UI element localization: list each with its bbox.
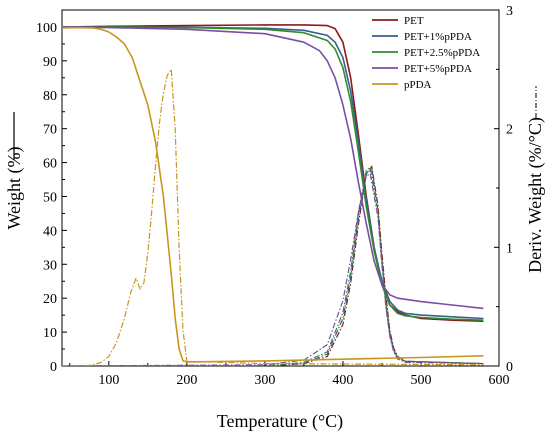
y-left-tick-label: 70 [43, 123, 57, 138]
x-axis-title: Temperature (°C) [217, 411, 343, 432]
x-tick-label: 300 [254, 373, 275, 388]
y-right-tick-label: 1 [506, 241, 513, 256]
legend-label-0: PET [404, 15, 424, 27]
legend: PET PET+1%pPDA PET+2.5%pPDA PET+5%pPDA pPDA [372, 15, 480, 91]
y-left-tick-label: 50 [43, 190, 57, 205]
y-right-tick-label: 2 [506, 123, 513, 138]
y-left-axis-title: Weight (%) [4, 146, 25, 229]
x-tick-label: 200 [176, 373, 197, 388]
x-tick-label: 100 [98, 373, 119, 388]
weight-line-series-1 [62, 26, 484, 320]
weight-line-series-2 [62, 26, 484, 321]
y-left-tick-label: 40 [43, 224, 57, 239]
y-right-axis-title: Deriv. Weight (%/°C) [525, 117, 546, 273]
deriv-line-series-0 [62, 165, 484, 366]
y-left-axis-ticks: 0 10 20 30 40 50 60 70 80 90 100 [36, 21, 67, 375]
legend-label-3: PET+5%pPDA [404, 63, 472, 75]
legend-label-4: pPDA [404, 79, 432, 91]
y-left-tick-label: 20 [43, 292, 57, 307]
deriv-line-series-3 [62, 172, 484, 366]
y-right-tick-label: 3 [506, 4, 513, 19]
y-left-tick-label: 100 [36, 21, 57, 36]
y-left-tick-label: 90 [43, 55, 57, 70]
y-right-tick-label: 0 [506, 360, 513, 375]
y-left-axis-title-group: Weight (%) [4, 112, 25, 230]
weight-line-series-4 [62, 26, 484, 363]
y-right-axis-ticks: 0 1 2 3 [494, 4, 513, 375]
x-tick-label: 400 [332, 373, 353, 388]
weight-line-series-3 [62, 26, 484, 310]
y-left-tick-label: 0 [50, 360, 57, 375]
y-left-tick-label: 80 [43, 89, 57, 104]
deriv-line-series-4 [62, 67, 484, 366]
weight-series-group [62, 24, 484, 363]
x-tick-label: 500 [410, 373, 431, 388]
deriv-line-series-2 [62, 166, 484, 366]
deriv-line-series-1 [62, 167, 484, 366]
y-left-tick-label: 10 [43, 326, 57, 341]
legend-label-1: PET+1%pPDA [404, 31, 472, 43]
y-right-axis-title-group: Deriv. Weight (%/°C) [525, 86, 546, 273]
derivative-series-group [62, 67, 484, 366]
legend-label-2: PET+2.5%pPDA [404, 47, 480, 59]
x-tick-label: 600 [489, 373, 510, 388]
y-left-tick-label: 60 [43, 157, 57, 172]
y-left-tick-label: 30 [43, 258, 57, 273]
